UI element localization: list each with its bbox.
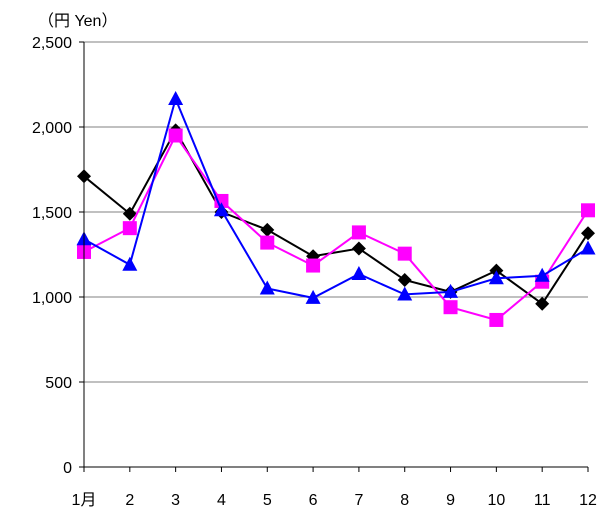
x-tick-label: 9 [446, 492, 455, 509]
x-tick-label: 10 [487, 492, 505, 509]
data-point [214, 193, 229, 208]
x-tick-label: 4 [217, 492, 226, 509]
y-tick-label: 2,500 [32, 35, 72, 52]
x-tick-label: 3 [171, 492, 180, 509]
y-tick-label: 0 [63, 460, 72, 477]
y-tick-label: 2,000 [32, 120, 72, 137]
series-line [83, 95, 589, 299]
data-point [260, 222, 275, 237]
data-point [581, 226, 595, 241]
data-point [259, 280, 275, 295]
y-tick-label: 500 [45, 375, 72, 392]
data-point [581, 203, 595, 218]
data-point [351, 241, 366, 256]
data-point [122, 221, 137, 236]
data-point [489, 312, 504, 327]
series-line [83, 133, 589, 322]
data-point [305, 289, 321, 304]
data-point [397, 246, 412, 261]
series-layer [76, 90, 596, 327]
y-tick-labels: 0 500 1,000 1,500 2,000 2,500 [32, 35, 84, 477]
x-tick-label: 1月 [72, 492, 97, 509]
series-1 [77, 123, 595, 311]
data-point [122, 256, 138, 271]
x-tick-label: 5 [263, 492, 272, 509]
data-point [488, 270, 504, 285]
data-point [213, 202, 229, 217]
x-tick-label: 11 [534, 492, 551, 509]
data-point [580, 240, 596, 255]
data-point [351, 266, 367, 281]
data-point [443, 283, 459, 298]
y-tick-label: 1,500 [32, 205, 72, 222]
x-tick-labels: 1月 2 3 4 5 6 7 8 9 10 11 12 [72, 467, 597, 509]
data-point [534, 267, 550, 282]
x-tick-label: 2 [125, 492, 134, 509]
y-tick-label: 1,000 [32, 290, 72, 307]
series-3 [76, 90, 596, 304]
data-point [168, 90, 184, 105]
series-2 [77, 128, 595, 327]
x-tick-label: 6 [309, 492, 318, 509]
data-point [535, 296, 550, 311]
x-tick-label: 8 [400, 492, 409, 509]
data-point [443, 300, 458, 315]
data-point [168, 128, 183, 143]
x-tick-label: 7 [354, 492, 363, 509]
data-point [397, 286, 413, 301]
x-tick-label: 12 [579, 492, 597, 509]
data-point [260, 235, 275, 250]
data-point [351, 225, 366, 240]
data-point [122, 206, 137, 221]
series-line [83, 128, 589, 306]
y-unit-label: （円 Yen） [38, 12, 117, 30]
data-point [397, 273, 412, 287]
gridlines [84, 41, 588, 383]
data-point [306, 258, 321, 273]
